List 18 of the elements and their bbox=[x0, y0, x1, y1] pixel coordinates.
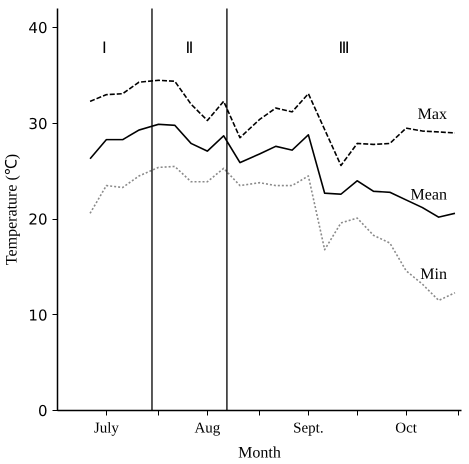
series-label: Min bbox=[420, 266, 447, 283]
y-axis-title: Temperature (℃) bbox=[3, 154, 20, 266]
y-tick-label: 30 bbox=[28, 114, 48, 133]
annotation: Ⅰ bbox=[102, 40, 108, 57]
series-label: Max bbox=[418, 106, 447, 123]
x-tick-label: July bbox=[94, 420, 120, 436]
annotation: Ⅱ bbox=[185, 40, 194, 57]
y-tick-label: 10 bbox=[28, 306, 48, 324]
y-tick-label: 40 bbox=[28, 19, 48, 38]
y-tick-label: 20 bbox=[28, 210, 48, 229]
x-axis-title: Month bbox=[238, 444, 281, 462]
series-label: Mean bbox=[410, 186, 447, 204]
x-tick-label: Oct bbox=[395, 420, 418, 436]
x-tick-label: Sept. bbox=[293, 420, 324, 436]
x-tick-label: Aug bbox=[194, 420, 221, 436]
y-tick-label: 0 bbox=[38, 402, 48, 420]
annotation: Ⅲ bbox=[338, 40, 350, 57]
line-series bbox=[89, 166, 456, 302]
